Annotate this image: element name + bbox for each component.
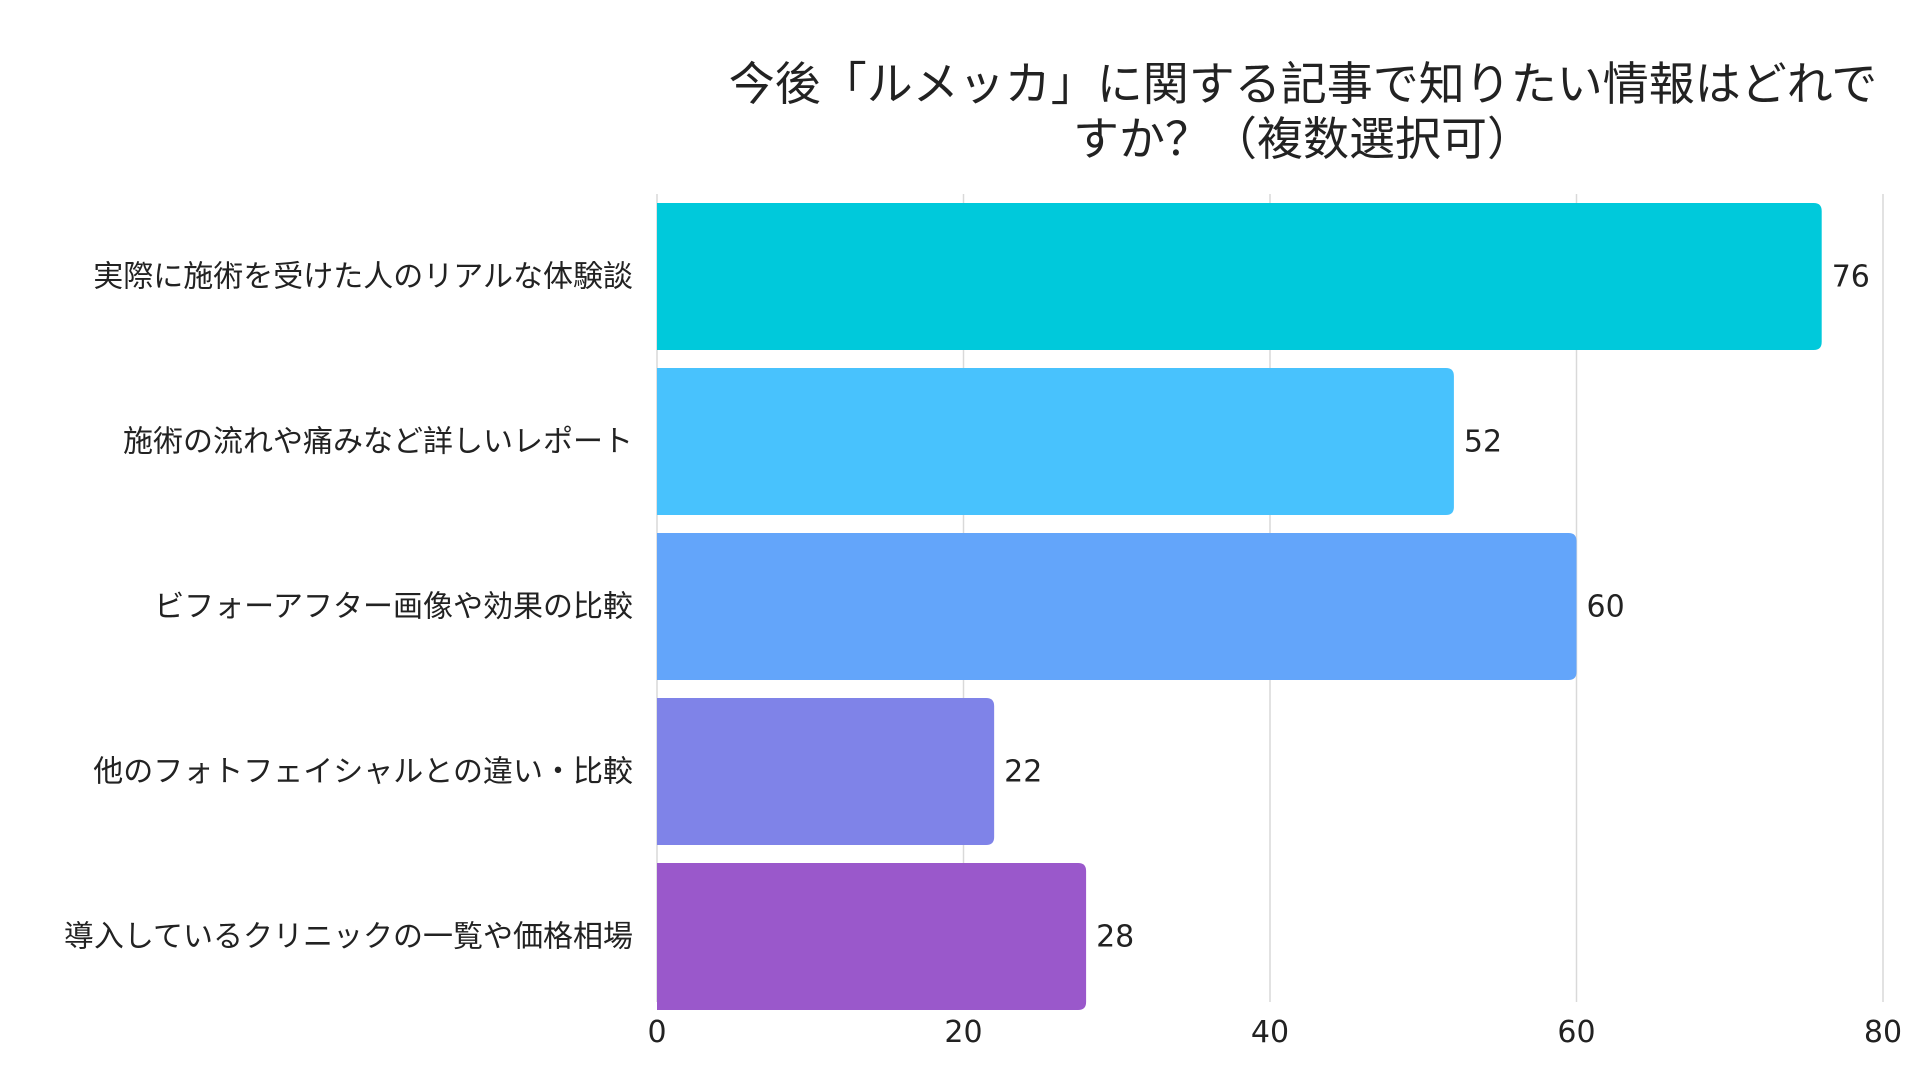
value-label-4: 22 (1004, 755, 1042, 790)
bar-2 (657, 368, 1454, 515)
chart-title-line-2: すか？（複数選択可） (1073, 112, 1533, 166)
category-label-2: 施術の流れや痛みなど詳しいレポート (123, 425, 633, 460)
bar-4 (657, 698, 995, 845)
bar-1 (657, 203, 1822, 350)
category-labels: 実際に施術を受けた人のリアルな体験談施術の流れや痛みなど詳しいレポートビフォーア… (64, 260, 633, 955)
x-axis-ticks: 0 20 40 60 80 (647, 1015, 1902, 1050)
chart-title: 今後「ルメッカ」に関する記事で知りたい情報はどれで すか？（複数選択可） (729, 57, 1878, 166)
x-tick-label-60: 60 (1557, 1015, 1595, 1050)
bar-5 (657, 863, 1087, 1010)
category-label-5: 導入しているクリニックの一覧や価格相場 (64, 920, 633, 955)
bars (657, 203, 1822, 1010)
x-tick-label-0: 0 (647, 1015, 666, 1050)
bar-3 (657, 533, 1577, 680)
value-label-3: 60 (1587, 590, 1625, 625)
x-tick-label-80: 80 (1864, 1015, 1902, 1050)
value-label-2: 52 (1464, 425, 1502, 460)
category-label-1: 実際に施術を受けた人のリアルな体験談 (93, 260, 633, 295)
category-label-4: 他のフォトフェイシャルとの違い・比較 (93, 755, 633, 790)
value-label-1: 76 (1832, 260, 1870, 295)
value-labels: 76 52 60 22 28 (1004, 260, 1870, 955)
x-tick-label-40: 40 (1251, 1015, 1289, 1050)
value-label-5: 28 (1096, 920, 1134, 955)
x-tick-label-20: 20 (944, 1015, 982, 1050)
chart-title-line-1: 今後「ルメッカ」に関する記事で知りたい情報はどれで (729, 57, 1878, 111)
category-label-3: ビフォーアフター画像や効果の比較 (154, 590, 633, 625)
